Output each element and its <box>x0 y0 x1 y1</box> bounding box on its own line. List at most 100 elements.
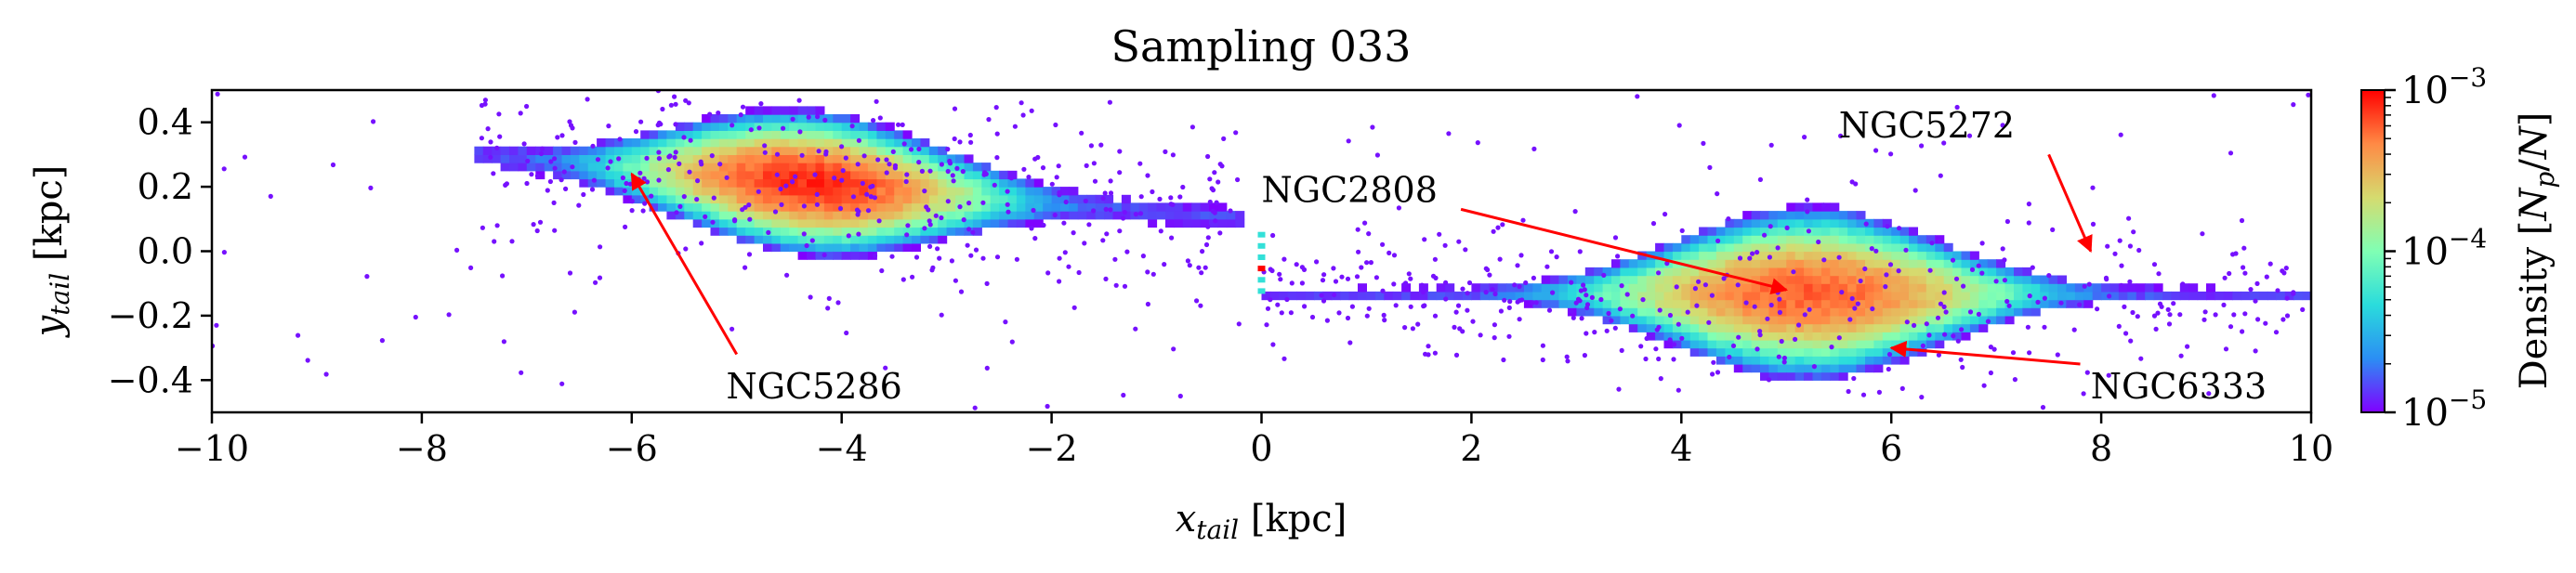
outlier-point <box>2090 221 2096 227</box>
outlier-point <box>1453 309 1459 315</box>
heatmap-cell <box>736 218 746 228</box>
x-axis: −10 −8 −6 −4 −2 0 2 4 6 8 10 <box>175 412 2333 469</box>
outlier-point <box>809 238 815 243</box>
outlier-point <box>2306 92 2311 98</box>
heatmap-cell <box>1715 291 1726 301</box>
outlier-point <box>1540 343 1545 348</box>
heatmap-cell <box>2223 291 2233 301</box>
heatmap-cell <box>902 211 913 220</box>
heatmap-cell <box>1909 235 1918 244</box>
heatmap-cell <box>1838 371 1848 381</box>
outlier-point <box>640 208 646 214</box>
heatmap-cell <box>718 194 729 204</box>
heatmap-cell <box>570 170 580 180</box>
outlier-point <box>884 157 889 163</box>
heatmap-cell <box>920 211 930 220</box>
outlier-point <box>1453 352 1460 358</box>
heatmap-cell <box>692 202 703 212</box>
heatmap-cell <box>2004 291 2015 301</box>
outlier-point <box>806 114 811 120</box>
outlier-point <box>1460 329 1465 334</box>
heatmap-cell <box>920 227 930 236</box>
outlier-point <box>762 143 768 149</box>
heatmap-cell <box>780 218 790 228</box>
heatmap-cell <box>1707 323 1717 332</box>
outlier-point <box>821 252 827 258</box>
outlier-point <box>1180 184 1186 190</box>
heatmap-cell <box>1689 259 1700 268</box>
heatmap-cell <box>1707 315 1717 325</box>
heatmap-cell <box>780 178 790 188</box>
outlier-point <box>1483 290 1489 295</box>
outlier-point <box>534 173 541 179</box>
outlier-point <box>479 136 485 141</box>
outlier-point <box>500 273 506 279</box>
heatmap-cell <box>1969 251 1979 260</box>
heatmap-cell <box>658 146 667 155</box>
heatmap-cell <box>876 194 887 204</box>
heatmap-cell <box>1742 356 1753 365</box>
outlier-point <box>482 98 489 103</box>
heatmap-cell <box>1847 332 1858 341</box>
heatmap-cell <box>1637 323 1648 332</box>
heatmap-cell <box>850 227 861 236</box>
heatmap-cell <box>1016 218 1026 228</box>
outlier-point <box>1776 354 1781 359</box>
heatmap-cell <box>1751 356 1761 365</box>
outlier-point <box>2240 329 2245 334</box>
heatmap-cell <box>1497 291 1507 301</box>
heatmap-cell <box>640 130 651 139</box>
outlier-point <box>2046 273 2052 279</box>
outlier-point <box>1332 292 1337 298</box>
outlier-point <box>980 255 986 261</box>
heatmap-cell <box>1804 211 1814 220</box>
outlier-point <box>2012 377 2017 383</box>
outlier-point <box>1730 343 1737 348</box>
heatmap-cell <box>850 194 861 204</box>
heatmap-cell <box>1952 267 1963 277</box>
heatmap-cell <box>1104 211 1114 220</box>
x-tick-label: 2 <box>1460 428 1482 469</box>
outlier-point <box>970 229 976 235</box>
outlier-point <box>875 157 881 163</box>
outlier-point <box>1653 346 1659 352</box>
heatmap-cell <box>823 242 834 253</box>
heatmap-cell <box>1699 315 1709 325</box>
heatmap-cell <box>981 194 992 204</box>
heatmap-cell <box>649 146 659 155</box>
heatmap-cell <box>728 138 738 148</box>
heatmap-cell <box>912 194 921 204</box>
outlier-point <box>629 208 635 214</box>
outlier-point <box>519 370 524 375</box>
outlier-point <box>1331 266 1336 271</box>
outlier-point <box>2026 202 2031 207</box>
outlier-point <box>774 172 780 177</box>
heatmap-cell <box>1156 211 1166 220</box>
heatmap-cell <box>1820 283 1831 293</box>
heatmap-cell <box>561 163 572 172</box>
outlier-point <box>905 223 911 228</box>
heatmap-cell <box>1689 242 1700 253</box>
heatmap-cell <box>535 146 545 155</box>
heatmap-cell <box>1891 259 1901 268</box>
heatmap-cell <box>833 114 843 124</box>
heatmap-cell <box>2188 283 2199 293</box>
heatmap-cell <box>1646 323 1656 332</box>
heatmap-cell <box>2083 291 2094 301</box>
outlier-point <box>929 267 935 273</box>
heatmap-cell <box>833 235 843 244</box>
heatmap-cell <box>1794 227 1805 236</box>
heatmap-cell <box>702 170 712 180</box>
heatmap-cell <box>1935 315 1945 325</box>
x-tick-label: 6 <box>1880 428 1902 469</box>
heatmap-cell <box>658 178 667 188</box>
outlier-point <box>1870 306 1875 312</box>
heatmap-cell <box>1909 251 1918 260</box>
heatmap-cell <box>710 187 720 196</box>
heatmap-cell <box>876 211 887 220</box>
heatmap-cell <box>1699 323 1709 332</box>
outlier-point <box>1967 309 1974 315</box>
outlier-point <box>1793 336 1798 342</box>
outlier-point <box>1432 313 1439 319</box>
y-tick-label: 0.0 <box>138 231 193 272</box>
